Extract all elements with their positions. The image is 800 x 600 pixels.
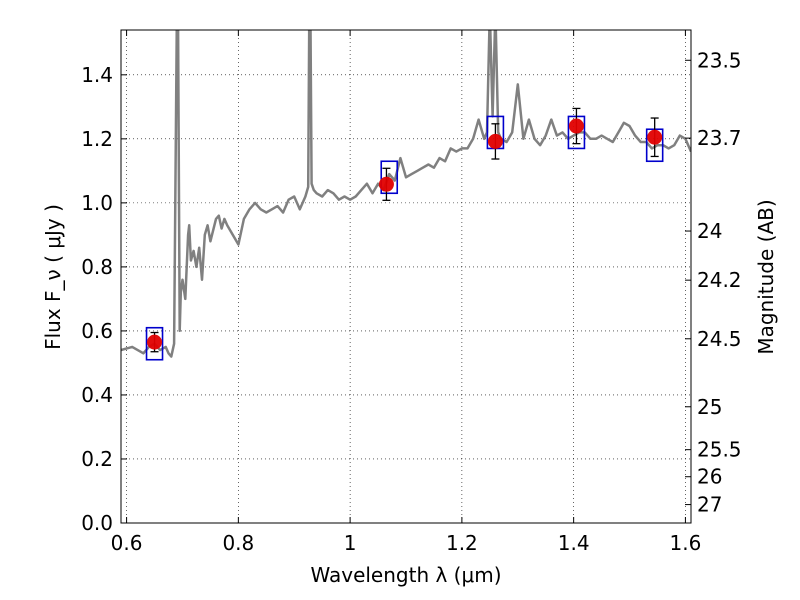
model-box xyxy=(145,326,164,361)
x-tick-label: 1.2 xyxy=(446,531,478,555)
data-point xyxy=(378,176,394,192)
y-right-tick-label: 27 xyxy=(697,493,722,517)
data-point xyxy=(487,133,503,149)
x-tick-label: 1.4 xyxy=(558,531,590,555)
ticks: 0.6 0.8 1 1.2 1.4 1.6 0.0 0.2 0.4 0.6 0.8 1.0 1.2 1.4… xyxy=(81,30,742,555)
model-box xyxy=(380,160,399,195)
data-point xyxy=(147,334,163,350)
data-point xyxy=(568,118,584,134)
y-tick-label: 1.4 xyxy=(81,63,113,87)
y-axis-label: Flux F_ν ( μJy ) xyxy=(41,204,65,350)
plot-area-background xyxy=(121,30,691,523)
y-right-tick-label: 25 xyxy=(697,395,722,419)
x-tick-label: 1 xyxy=(344,531,357,555)
plot-frame xyxy=(120,29,692,524)
y-right-tick-label: 26 xyxy=(697,465,722,489)
y-tick-label: 1.0 xyxy=(81,191,113,215)
x-tick-label: 1.6 xyxy=(670,531,702,555)
y-right-tick-label: 24.5 xyxy=(697,327,742,351)
y-right-tick-label: 24 xyxy=(697,219,722,243)
y-right-tick-label: 25.5 xyxy=(697,438,742,462)
data-point xyxy=(647,129,663,145)
y-right-tick-label: 24.2 xyxy=(697,268,742,292)
y-tick-label: 1.2 xyxy=(81,127,113,151)
y-tick-label: 0.4 xyxy=(81,383,113,407)
y-tick-label: 0.0 xyxy=(81,511,113,535)
x-axis-label: Wavelength λ (μm) xyxy=(310,563,501,587)
y-tick-label: 0.8 xyxy=(81,255,113,279)
y-tick-label: 0.2 xyxy=(81,447,113,471)
photometry-layer xyxy=(147,107,663,353)
x-tick-label: 0.6 xyxy=(111,531,143,555)
x-tick-label: 0.8 xyxy=(222,531,254,555)
y-axis-right-label: Magnitude (AB) xyxy=(754,199,778,354)
y-right-tick-label: 23.7 xyxy=(697,126,742,150)
y-tick-label: 0.6 xyxy=(81,319,113,343)
y-right-tick-label: 23.5 xyxy=(697,48,742,72)
